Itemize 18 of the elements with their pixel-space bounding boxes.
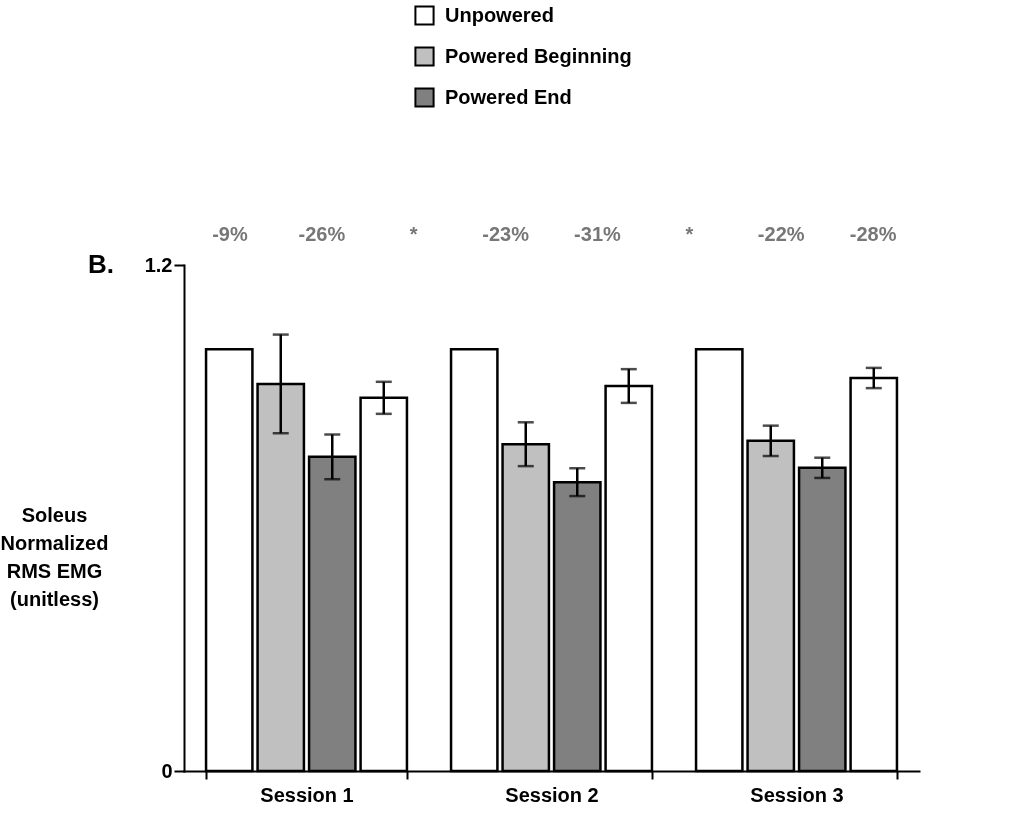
x-tick-label: Session 2 xyxy=(505,783,599,806)
y-axis-title: Soleus Normalized RMS EMG (unitless) xyxy=(0,503,109,610)
text: -26% xyxy=(298,223,346,245)
text: -22% xyxy=(757,223,805,245)
x-tick-label: Session 1 xyxy=(260,783,354,806)
legend-label: Powered Beginning xyxy=(445,44,632,67)
x-tick-label: Session 3 xyxy=(750,783,844,806)
legend-label: Unpowered xyxy=(445,3,554,26)
y-tick-label: 0 xyxy=(161,759,173,782)
legend-label: Powered End xyxy=(445,85,572,108)
text: * xyxy=(685,223,694,245)
text: -9% xyxy=(212,223,248,245)
y-tick-label: 1.2 xyxy=(144,253,173,276)
text: * xyxy=(409,223,418,245)
chart-title: B. xyxy=(88,249,114,279)
text: -28% xyxy=(849,223,897,245)
text: -23% xyxy=(482,223,530,245)
text: -31% xyxy=(574,223,621,245)
